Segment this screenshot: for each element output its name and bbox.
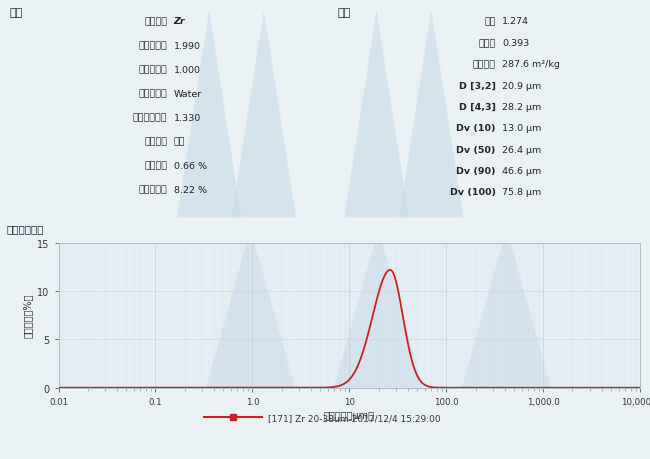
Text: 0.393: 0.393	[502, 39, 529, 48]
Text: 频率（兼容）: 频率（兼容）	[6, 224, 44, 234]
Polygon shape	[460, 229, 553, 395]
Text: Dv (100): Dv (100)	[450, 188, 495, 197]
Text: 一致性: 一致性	[478, 39, 495, 48]
Text: 287.6 m²/kg: 287.6 m²/kg	[502, 60, 560, 69]
Text: 8.22 %: 8.22 %	[174, 185, 207, 194]
Text: 激光遗光度: 激光遗光度	[138, 185, 167, 194]
Text: 分析模型: 分析模型	[144, 137, 167, 146]
Text: 结果: 结果	[338, 8, 351, 17]
Text: 1.000: 1.000	[174, 65, 201, 74]
Polygon shape	[332, 229, 425, 395]
Text: Dv (90): Dv (90)	[456, 167, 495, 176]
Text: Zr: Zr	[174, 17, 185, 27]
Text: 颗粒名称: 颗粒名称	[144, 17, 167, 27]
Text: 通用: 通用	[174, 137, 185, 146]
Text: 1.274: 1.274	[502, 17, 529, 27]
Text: 径距: 径距	[484, 17, 495, 27]
Polygon shape	[204, 229, 297, 395]
Text: Dv (50): Dv (50)	[456, 146, 495, 154]
Polygon shape	[344, 11, 409, 218]
Text: 1.990: 1.990	[174, 41, 201, 50]
Text: 分散剂折射率: 分散剂折射率	[133, 113, 167, 123]
Text: 75.8 μm: 75.8 μm	[502, 188, 541, 197]
Polygon shape	[399, 11, 463, 218]
Text: 13.0 μm: 13.0 μm	[502, 124, 541, 133]
Text: D [4,3]: D [4,3]	[458, 103, 495, 112]
Text: 1.330: 1.330	[174, 113, 201, 123]
X-axis label: 粒度分级（μm）: 粒度分级（μm）	[324, 410, 375, 420]
Text: 20.9 μm: 20.9 μm	[502, 81, 541, 90]
Text: [171] Zr 20-38um-2017/12/4 15:29:00: [171] Zr 20-38um-2017/12/4 15:29:00	[268, 413, 441, 422]
Text: Dv (10): Dv (10)	[456, 124, 495, 133]
Text: 26.4 μm: 26.4 μm	[502, 146, 541, 154]
Text: 加权残差: 加权残差	[144, 162, 167, 170]
Text: 分析: 分析	[10, 8, 23, 17]
Text: 分散剂名称: 分散剂名称	[138, 90, 167, 98]
Text: 0.66 %: 0.66 %	[174, 162, 207, 170]
Text: 颗粒折射率: 颗粒折射率	[138, 41, 167, 50]
Text: 28.2 μm: 28.2 μm	[502, 103, 541, 112]
Text: Water: Water	[174, 90, 202, 98]
Polygon shape	[177, 11, 241, 218]
Text: 比表面积: 比表面积	[473, 60, 495, 69]
Text: 46.6 μm: 46.6 μm	[502, 167, 541, 176]
Text: 颗粒吸收率: 颗粒吸收率	[138, 65, 167, 74]
Text: D [3,2]: D [3,2]	[458, 81, 495, 90]
Y-axis label: 体积密度（%）: 体积密度（%）	[23, 293, 33, 338]
Polygon shape	[231, 11, 296, 218]
